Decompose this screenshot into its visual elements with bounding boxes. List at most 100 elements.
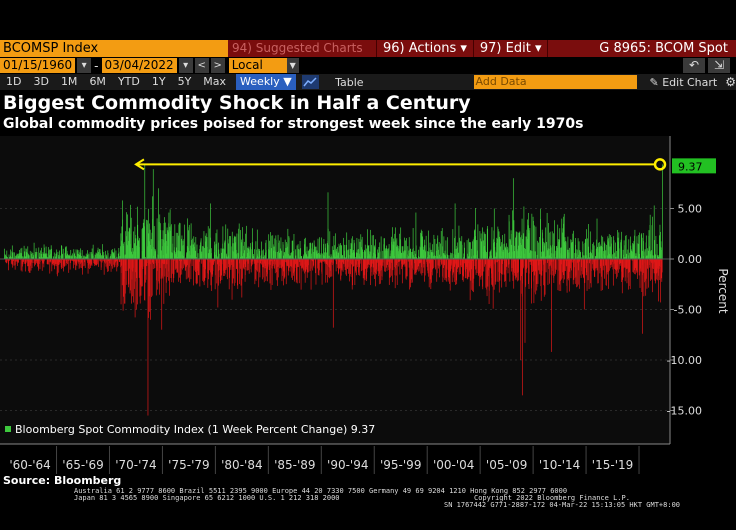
spike-bar bbox=[217, 259, 219, 308]
frequency-select[interactable]: Weekly ▼ bbox=[236, 74, 296, 90]
bar bbox=[231, 259, 232, 263]
bar bbox=[356, 259, 358, 265]
bar bbox=[637, 259, 639, 273]
bar bbox=[342, 259, 344, 264]
x-tick-label: '90-'94 bbox=[327, 458, 368, 472]
start-calendar-icon[interactable]: ▾ bbox=[77, 58, 92, 73]
bar bbox=[256, 259, 257, 266]
spike-bar bbox=[658, 259, 659, 302]
bar bbox=[313, 259, 315, 266]
bar bbox=[194, 259, 196, 271]
bar bbox=[537, 240, 538, 259]
bar bbox=[81, 259, 83, 263]
bar bbox=[495, 259, 497, 282]
commodity-chart[interactable]: 5.000.00-5.00-10.00-15.009.37 '60-'64'65… bbox=[0, 136, 736, 474]
bar bbox=[367, 259, 369, 269]
bar bbox=[195, 259, 196, 269]
table-button[interactable]: Table bbox=[335, 75, 364, 89]
end-date-field[interactable]: 03/04/2022 bbox=[101, 58, 177, 73]
bar bbox=[84, 259, 85, 263]
bar bbox=[28, 259, 30, 273]
bar bbox=[500, 256, 502, 259]
bar bbox=[489, 259, 491, 268]
bar bbox=[374, 259, 375, 279]
bar bbox=[470, 259, 472, 270]
bar bbox=[524, 247, 525, 259]
bar bbox=[295, 259, 297, 283]
chevron-down-icon[interactable]: ▼ bbox=[286, 58, 299, 73]
bar bbox=[224, 240, 226, 259]
end-calendar-icon[interactable]: ▾ bbox=[178, 58, 193, 73]
bar bbox=[69, 259, 70, 261]
bar bbox=[528, 233, 530, 259]
prev-period-icon[interactable]: < bbox=[194, 58, 209, 73]
bar bbox=[599, 259, 601, 269]
bar bbox=[246, 225, 247, 259]
bar bbox=[531, 213, 533, 259]
bar bbox=[296, 259, 297, 280]
bar bbox=[241, 256, 243, 259]
period-max[interactable]: Max bbox=[203, 75, 227, 88]
ticker-input[interactable]: BCOMSP Index bbox=[0, 40, 228, 57]
bar bbox=[502, 259, 504, 261]
bar bbox=[520, 237, 521, 259]
bar bbox=[268, 259, 270, 265]
bar bbox=[49, 255, 51, 259]
bar bbox=[123, 255, 125, 259]
bar bbox=[497, 239, 498, 259]
bar bbox=[577, 238, 579, 259]
suggested-charts-button[interactable]: 94) Suggested Charts bbox=[228, 40, 376, 57]
line-chart-icon[interactable] bbox=[301, 75, 320, 89]
period-1y[interactable]: 1Y bbox=[151, 75, 166, 88]
bar bbox=[106, 259, 108, 261]
bar bbox=[125, 231, 127, 259]
period-3d[interactable]: 3D bbox=[33, 75, 49, 88]
bar bbox=[616, 250, 618, 259]
currency-select[interactable]: Local CCY bbox=[228, 58, 287, 87]
next-period-icon[interactable]: > bbox=[210, 58, 225, 73]
bar bbox=[17, 259, 18, 266]
bar bbox=[30, 259, 32, 271]
bar bbox=[129, 259, 131, 294]
period-5y[interactable]: 5Y bbox=[177, 75, 192, 88]
redo-icon[interactable]: ⇲ bbox=[708, 58, 730, 73]
bar bbox=[452, 259, 453, 276]
bar bbox=[537, 259, 539, 284]
bar bbox=[94, 259, 96, 265]
actions-menu[interactable]: 96) Actions ▾ bbox=[376, 40, 473, 57]
bar bbox=[424, 245, 426, 259]
bar bbox=[484, 259, 485, 267]
bar bbox=[212, 259, 214, 271]
edit-chart-button[interactable]: ✎ Edit Chart bbox=[649, 76, 717, 89]
bar bbox=[317, 259, 318, 269]
bar bbox=[330, 259, 332, 278]
period-6m[interactable]: 6M bbox=[89, 75, 106, 88]
start-date-field[interactable]: 01/15/1960 bbox=[0, 58, 76, 73]
bar bbox=[338, 259, 340, 270]
bar bbox=[17, 259, 19, 263]
bar bbox=[517, 259, 518, 282]
add-data-input[interactable]: Add Data bbox=[473, 75, 638, 89]
bar bbox=[377, 259, 379, 267]
x-tick-label: '00-'04 bbox=[433, 458, 474, 472]
bar bbox=[24, 259, 26, 272]
bar bbox=[93, 255, 94, 259]
period-ytd[interactable]: YTD bbox=[117, 75, 140, 88]
bar bbox=[229, 236, 230, 259]
edit-menu[interactable]: 97) Edit ▾ bbox=[472, 40, 548, 57]
gear-icon[interactable]: ⚙ bbox=[725, 75, 736, 89]
bar bbox=[297, 259, 299, 267]
bar bbox=[162, 255, 164, 259]
period-1m[interactable]: 1M bbox=[60, 75, 78, 88]
bar bbox=[124, 259, 126, 304]
bar bbox=[491, 259, 493, 287]
bar bbox=[50, 259, 52, 263]
bar bbox=[430, 249, 432, 259]
bar bbox=[562, 259, 564, 284]
bar bbox=[468, 259, 470, 271]
period-1d[interactable]: 1D bbox=[6, 75, 22, 88]
y-axis: 5.000.00-5.00-10.00-15.009.37 bbox=[667, 136, 716, 444]
bar bbox=[372, 256, 373, 259]
undo-icon[interactable]: ↶ bbox=[683, 58, 705, 73]
spike-bar bbox=[660, 259, 661, 303]
